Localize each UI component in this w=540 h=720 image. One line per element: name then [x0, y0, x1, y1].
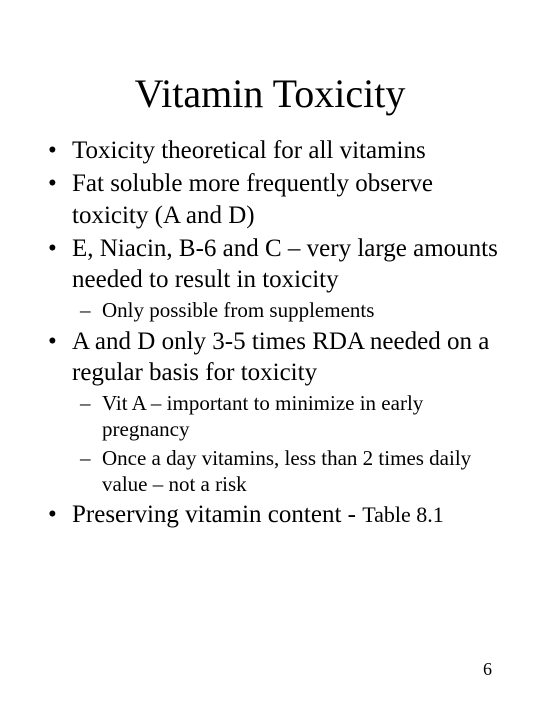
bullet-item: A and D only 3-5 times RDA needed on a r…: [48, 326, 510, 498]
bullet-item: Fat soluble more frequently observe toxi…: [48, 168, 510, 231]
sub-bullet-item: Vit A – important to minimize in early p…: [80, 390, 510, 443]
sub-bullet-item: Only possible from supplements: [80, 297, 510, 323]
sub-bullet-item: Once a day vitamins, less than 2 times d…: [80, 445, 510, 498]
bullet-item: Preserving vitamin content - Table 8.1: [48, 499, 510, 530]
bullet-item: Toxicity theoretical for all vitamins: [48, 135, 510, 166]
bullet-text: A and D only 3-5 times RDA needed on a r…: [72, 328, 489, 386]
bullet-text-small: Table 8.1: [362, 502, 444, 527]
bullet-item: E, Niacin, B-6 and C – very large amount…: [48, 233, 510, 324]
page-number: 6: [483, 659, 492, 680]
bullet-text: E, Niacin, B-6 and C – very large amount…: [72, 235, 498, 293]
sub-bullet-list: Vit A – important to minimize in early p…: [72, 390, 510, 497]
slide-title: Vitamin Toxicity: [30, 70, 510, 117]
bullet-list: Toxicity theoretical for all vitamins Fa…: [30, 135, 510, 530]
bullet-text: Preserving vitamin content -: [72, 501, 362, 528]
sub-bullet-list: Only possible from supplements: [72, 297, 510, 323]
